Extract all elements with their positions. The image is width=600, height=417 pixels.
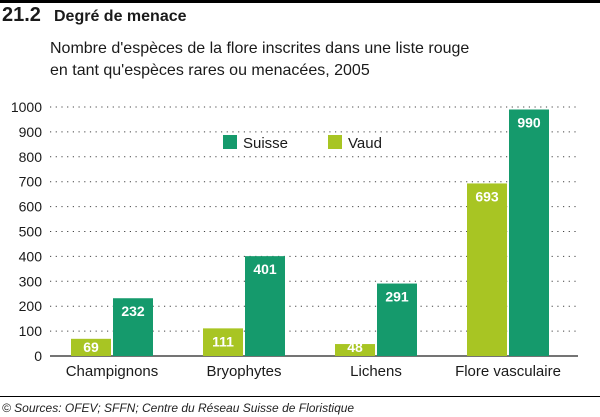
source-note: © Sources: OFEV; SFFN; Centre du Réseau … [2,401,355,415]
bar-vaud-champignons [71,338,111,356]
bar-suisse-champignons [113,298,153,356]
category-label-bryophytes: Bryophytes [206,363,281,380]
bar-suisse-bryophytes [245,256,285,356]
legend-swatch-vaud [328,135,342,149]
y-tick-label-900: 900 [19,124,43,140]
bar-vaud-flore-vasculaire [467,183,507,356]
y-tick-label-600: 600 [19,199,43,215]
category-label-lichens: Lichens [350,363,402,380]
bar-suisse-lichens [377,283,417,356]
data-label-suisse-bryophytes: 401 [253,261,277,277]
top-rule [0,0,600,3]
bar-vaud-lichens [335,344,375,356]
data-label-suisse-flore-vasculaire: 990 [517,114,541,130]
data-label-suisse-lichens: 291 [385,289,409,305]
y-tick-label-200: 200 [19,298,43,314]
bottom-rule [0,396,600,397]
chart-title: Nombre d'espèces de la flore inscrites d… [50,38,590,82]
bar-suisse-flore-vasculaire [509,109,549,357]
section-title: Degré de menace [54,8,187,25]
bar-chart: 0 100 200 300 400 500 600 700 800 900 1000 69 232 Cha… [11,99,578,380]
y-tick-label-300: 300 [19,273,43,289]
bar-vaud-bryophytes [203,328,243,356]
y-tick-label-100: 100 [19,323,43,339]
section-header: 21.2 Degré de menace [2,4,598,30]
legend-swatch-suisse [223,135,237,149]
category-label-flore-vasculaire: Flore vasculaire [455,363,561,380]
data-label-suisse-champignons: 232 [121,303,145,319]
data-label-vaud-champignons: 69 [83,339,99,355]
chart-title-line-2: en tant qu'espèces rares ou menacées, 20… [50,62,370,79]
y-tick-label-0: 0 [34,348,42,364]
data-label-vaud-lichens: 48 [347,339,363,355]
y-tick-label-500: 500 [19,224,43,240]
legend-label-vaud: Vaud [348,135,382,152]
legend: Suisse Vaud [223,135,382,152]
y-tick-label-400: 400 [19,248,43,264]
y-tick-label-1000: 1000 [11,99,42,115]
legend-label-suisse: Suisse [243,135,288,152]
chart-title-line-1: Nombre d'espèces de la flore inscrites d… [50,40,470,57]
y-tick-label-800: 800 [19,149,43,165]
category-label-champignons: Champignons [66,363,159,380]
section-number: 21.2 [2,4,41,26]
data-label-vaud-bryophytes: 111 [212,333,234,349]
y-tick-label-700: 700 [19,174,43,190]
data-label-vaud-flore-vasculaire: 693 [475,188,499,204]
